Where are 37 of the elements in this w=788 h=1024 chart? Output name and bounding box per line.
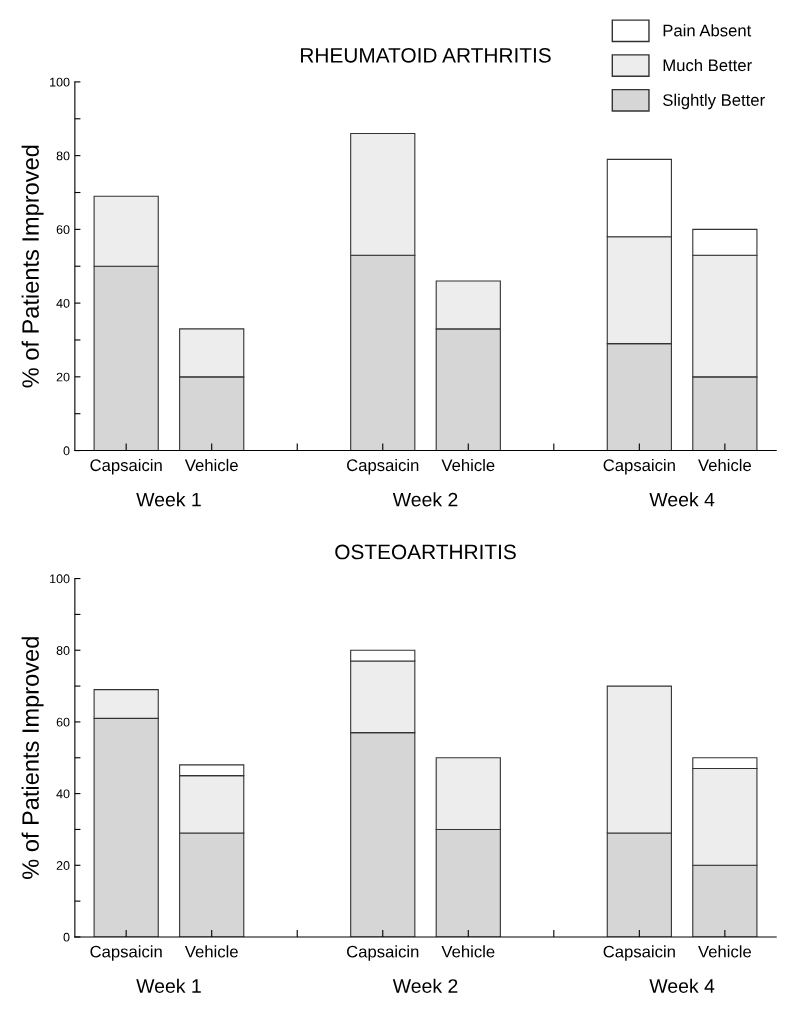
x-tick-label: Vehicle — [698, 945, 751, 958]
legend-label: Pain Absent — [663, 24, 752, 37]
x-tick-label: Vehicle — [441, 945, 495, 958]
text: Week 2 — [392, 978, 458, 993]
y-tick-label: 40 — [56, 298, 70, 308]
text: Week 4 — [649, 978, 715, 993]
text: Week 1 — [136, 978, 201, 993]
x-tick-label: Vehicle — [441, 458, 495, 472]
text: Week 2 — [392, 492, 458, 507]
x-tick-label: Capsaicin — [90, 458, 162, 475]
x-tick-label: Vehicle — [184, 945, 238, 958]
x-tick-label: Capsaicin — [347, 458, 419, 475]
y-axis-title: % of Patients Improved — [21, 637, 44, 879]
y-tick-label: 60 — [56, 225, 70, 235]
y-tick-label: 40 — [56, 789, 70, 799]
x-tick-label: Capsaicin — [90, 945, 162, 961]
legend-label: Slightly Better — [663, 93, 765, 110]
chart-title: OSTEOARTHRITIS — [335, 544, 516, 560]
x-tick-label: Capsaicin — [603, 458, 675, 475]
text: Week 1 — [136, 492, 201, 507]
y-tick-label: 20 — [56, 861, 70, 870]
x-tick-label: Capsaicin — [347, 945, 419, 961]
x-tick-label: Vehicle — [184, 458, 238, 472]
chart-title: RHEUMATOID ARTHRITIS — [301, 47, 551, 63]
x-tick-label: Capsaicin — [603, 945, 675, 961]
y-tick-label: 60 — [56, 717, 70, 727]
x-tick-label: Vehicle — [698, 458, 751, 472]
y-tick-label: 100 — [50, 77, 70, 87]
y-tick-label: 80 — [56, 151, 70, 161]
y-tick-label: 80 — [56, 646, 70, 655]
y-tick-label: 0 — [63, 932, 70, 942]
y-axis-title: % of Patients Improved — [21, 145, 44, 388]
y-tick-label: 0 — [63, 446, 70, 456]
y-tick-label: 100 — [50, 574, 70, 584]
y-tick-label: 20 — [56, 372, 70, 382]
text: Week 4 — [649, 492, 715, 507]
legend-label: Much Better — [663, 58, 752, 72]
